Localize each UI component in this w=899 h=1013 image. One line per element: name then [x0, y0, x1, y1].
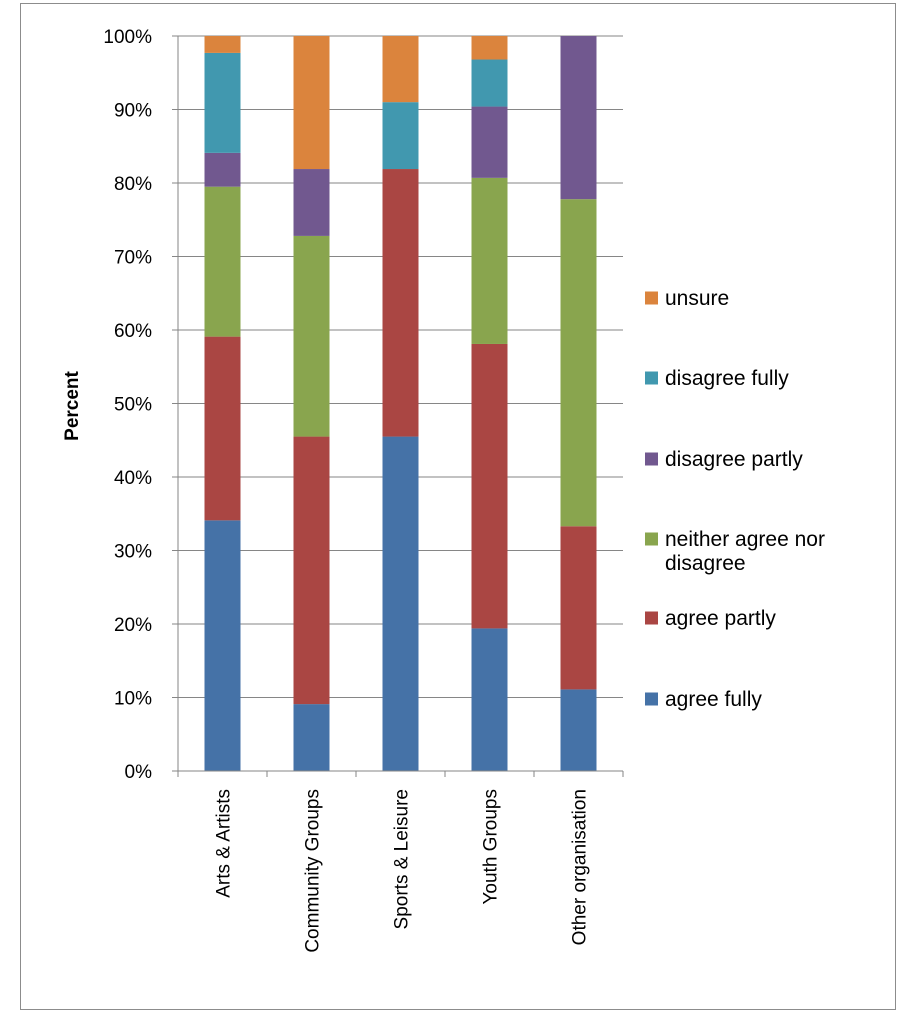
- legend-swatch-agree-partly: [645, 611, 658, 625]
- bar-other-organisation-disagree-partly: [560, 36, 597, 200]
- y-tick-label: 80%: [114, 174, 152, 195]
- bar-community-groups-neither-agree-nor-disagree: [293, 235, 330, 437]
- bar-sports-and-leisure-unsure: [382, 36, 419, 103]
- bar-other-organisation-neither-agree-nor-disagree: [560, 199, 597, 527]
- bar-other-organisation-agree-fully: [560, 689, 597, 771]
- stacked-bar-chart: 0% 10% 20% 30% 40% 50% 60% 70% 80% 90% 100% Arts &…: [62, 27, 825, 953]
- bar-youth-groups-unsure: [471, 36, 508, 60]
- bar-community-groups-agree-fully: [293, 704, 330, 771]
- bar-other-organisation-agree-partly: [560, 526, 597, 690]
- legend-label-neither-agree-nor-disagree: neither agree nor disagree: [665, 528, 825, 575]
- legend-label-disagree-partly: disagree partly: [665, 448, 803, 471]
- bar-youth-groups-disagree-fully: [471, 59, 508, 107]
- bar-arts-and-artists-disagree-partly: [204, 152, 241, 187]
- y-tick-label: 30%: [114, 542, 152, 563]
- bar-youth-groups-disagree-partly: [471, 106, 508, 178]
- y-axis-label: Percent: [62, 370, 83, 440]
- y-tick-label: 100%: [103, 27, 152, 48]
- y-tick-label: 20%: [114, 615, 152, 636]
- bar-arts-and-artists-agree-partly: [204, 336, 241, 521]
- x-tick-label: Sports & Leisure: [392, 789, 413, 929]
- bars: [204, 36, 597, 771]
- legend-swatch-disagree-fully: [645, 371, 658, 385]
- legend-swatch-neither-agree-nor-disagree: [645, 532, 658, 546]
- x-tick-label: Arts & Artists: [214, 789, 235, 898]
- legend-label-agree-partly: agree partly: [665, 607, 776, 630]
- y-tick-label: 0%: [125, 762, 153, 783]
- bar-sports-and-leisure-disagree-fully: [382, 102, 419, 170]
- axes: [172, 35, 624, 777]
- bar-arts-and-artists-neither-agree-nor-disagree: [204, 186, 241, 337]
- legend: unsure disagree fully disagree partly neith…: [645, 287, 825, 711]
- bar-arts-and-artists-unsure: [204, 36, 241, 53]
- bar-youth-groups-agree-partly: [471, 343, 508, 629]
- y-tick-label: 10%: [114, 689, 152, 710]
- x-tick-label: Youth Groups: [481, 789, 502, 905]
- bar-community-groups-disagree-partly: [293, 169, 330, 236]
- legend-swatch-unsure: [645, 291, 658, 305]
- bar-youth-groups-agree-fully: [471, 628, 508, 771]
- legend-swatch-disagree-partly: [645, 452, 658, 466]
- x-tick-label: Community Groups: [303, 789, 324, 953]
- y-tick-label: 90%: [114, 101, 152, 122]
- x-tick-label: Other organisation: [570, 789, 591, 945]
- y-tick-label: 40%: [114, 468, 152, 489]
- bar-community-groups-agree-partly: [293, 436, 330, 705]
- bar-youth-groups-neither-agree-nor-disagree: [471, 177, 508, 344]
- bar-arts-and-artists-agree-fully: [204, 520, 241, 771]
- y-tick-label: 60%: [114, 321, 152, 342]
- y-tick-labels: 0% 10% 20% 30% 40% 50% 60% 70% 80% 90% 100%: [103, 27, 152, 783]
- legend-label-unsure: unsure: [665, 287, 729, 310]
- chart-frame: 0% 10% 20% 30% 40% 50% 60% 70% 80% 90% 100% Arts &…: [20, 3, 896, 1010]
- bar-arts-and-artists-disagree-fully: [204, 52, 241, 153]
- bar-community-groups-unsure: [293, 36, 330, 170]
- bar-sports-and-leisure-agree-fully: [382, 436, 419, 771]
- legend-label-agree-fully: agree fully: [665, 688, 762, 711]
- legend-label-disagree-fully: disagree fully: [665, 367, 789, 390]
- bar-sports-and-leisure-agree-partly: [382, 169, 419, 437]
- x-tick-labels: Arts & Artists Community Groups Sports & L…: [214, 789, 591, 953]
- legend-swatch-agree-fully: [645, 692, 658, 706]
- y-tick-label: 70%: [114, 248, 152, 269]
- y-tick-label: 50%: [114, 395, 152, 416]
